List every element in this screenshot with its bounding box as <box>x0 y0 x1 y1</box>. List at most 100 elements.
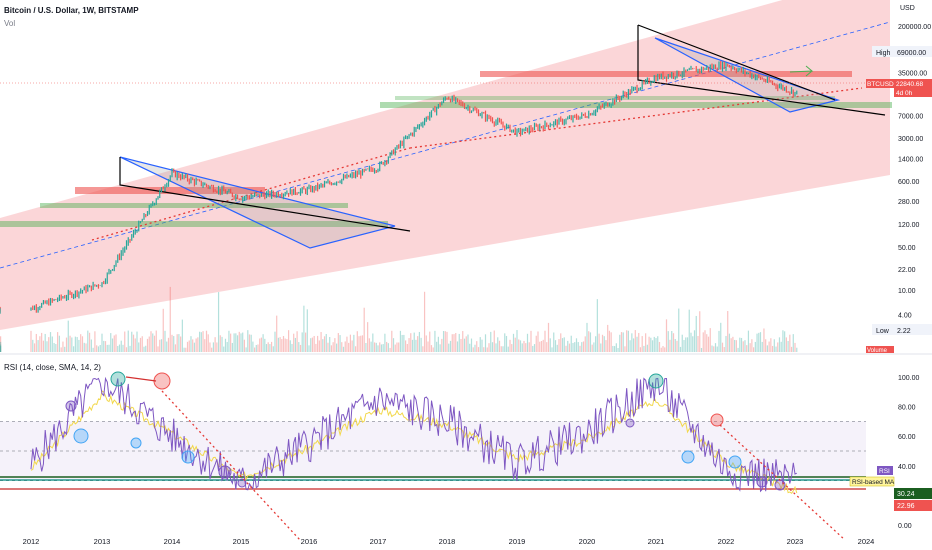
volume-bar <box>608 330 611 352</box>
price-axis-tick: 600.00 <box>898 179 920 186</box>
rsi-dotted-trend-2014 <box>161 390 301 541</box>
volume-bar <box>546 342 548 352</box>
volume-bar <box>714 343 717 352</box>
volume-bar <box>337 333 339 352</box>
volume-bar <box>65 337 68 352</box>
volume-bar <box>575 338 578 352</box>
volume-bar <box>271 341 273 352</box>
volume-bar <box>540 341 543 352</box>
support-zone-top <box>395 96 835 100</box>
volume-bar <box>601 334 604 352</box>
volume-bar <box>574 342 576 352</box>
volume-bar <box>417 336 419 352</box>
volume-bar <box>413 332 415 352</box>
volume-bar <box>279 337 281 352</box>
volume-bar <box>49 332 52 352</box>
volume-bar <box>223 346 225 352</box>
volume-bar <box>282 336 285 352</box>
price-axis-tick: 120.00 <box>898 222 920 229</box>
volume-bar <box>411 339 414 352</box>
volume-bar <box>204 339 206 352</box>
volume-bar <box>0 341 2 352</box>
volume-bar <box>796 347 798 352</box>
volume-bar <box>370 341 372 352</box>
volume-bar <box>264 338 266 352</box>
volume-bar <box>62 341 64 352</box>
volume-bar <box>391 330 393 352</box>
volume-bar <box>553 332 555 352</box>
rsi-tag-bg <box>877 466 893 475</box>
volume-bar <box>676 340 678 352</box>
volume-bar <box>60 347 62 352</box>
volume-bar <box>64 346 66 352</box>
volume-bar <box>497 337 499 352</box>
rsi-value-tag: 30.24 <box>897 491 915 498</box>
volume-bars <box>0 286 798 352</box>
volume-bar <box>537 331 539 352</box>
volume-bar <box>159 339 161 352</box>
volume-bar <box>648 336 650 352</box>
volume-tag-bg <box>866 346 894 353</box>
time-axis-label: 2013 <box>94 537 111 546</box>
volume-bar <box>408 338 410 352</box>
low-tag-bg <box>872 324 932 335</box>
volume-bar <box>305 332 307 352</box>
volume-bar <box>231 342 233 352</box>
volume-bar <box>556 344 558 352</box>
volume-bar <box>456 341 459 352</box>
rsi-highlight-circle <box>181 450 195 464</box>
volume-bar <box>636 336 638 352</box>
rsi-highlight-circle <box>625 418 635 428</box>
volume-bar <box>558 339 560 352</box>
volume-bar <box>619 334 621 352</box>
volume-bar <box>71 337 73 352</box>
volume-bar <box>518 339 520 352</box>
rsi-value-bg <box>894 488 932 499</box>
volume-bar <box>662 346 664 352</box>
volume-bar <box>379 342 381 352</box>
volume-bar <box>143 346 145 352</box>
volume-bar <box>240 333 242 352</box>
volume-bar <box>539 341 541 352</box>
volume-bar <box>560 333 562 352</box>
volume-bar <box>505 335 508 352</box>
volume-bar <box>565 345 567 352</box>
volume-bar <box>41 332 43 352</box>
volume-bar <box>474 344 476 352</box>
volume-bar <box>709 328 711 352</box>
volume-bar <box>127 330 129 352</box>
volume-bar <box>96 345 98 352</box>
volume-bar <box>174 344 177 352</box>
volume-bar <box>650 337 652 352</box>
volume-bar <box>697 335 699 352</box>
volume-bar <box>346 336 348 352</box>
volume-bar <box>117 345 119 352</box>
time-axis-label: 2020 <box>579 537 596 546</box>
volume-bar <box>294 337 296 352</box>
volume-bar <box>329 337 331 352</box>
symbol-title[interactable]: Bitcoin / U.S. Dollar, 1W, BITSTAMP <box>4 6 139 15</box>
volume-bar <box>221 336 223 352</box>
volume-bar <box>217 292 220 352</box>
volume-bar <box>775 346 777 352</box>
rsi-title[interactable]: RSI (14, close, SMA, 14, 2) <box>4 363 101 372</box>
volume-bar <box>354 346 357 352</box>
volume-bar <box>754 341 756 352</box>
volume-bar <box>498 340 501 352</box>
rsi-highlight-circle <box>710 413 724 427</box>
price-axis-tick: 280.00 <box>898 199 920 206</box>
volume-bar <box>80 334 82 352</box>
ma-value-bg <box>894 500 932 511</box>
volume-bar <box>514 337 516 352</box>
price-axis-tick: 10.00 <box>898 288 916 295</box>
volume-label[interactable]: Vol <box>4 19 16 28</box>
volume-bar <box>42 340 45 352</box>
volume-bar <box>291 343 293 352</box>
volume-bar <box>288 330 290 352</box>
volume-bar <box>87 330 89 352</box>
volume-bar <box>739 337 741 352</box>
volume-bar <box>526 333 529 352</box>
falling-wedge-2022 <box>654 37 841 113</box>
